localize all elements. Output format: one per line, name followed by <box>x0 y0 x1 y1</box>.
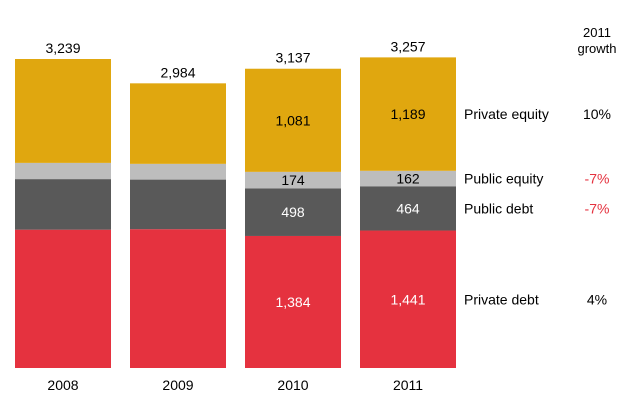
legend-public-debt: Public debt <box>464 200 533 216</box>
bar-segment-public-equity-2010 <box>245 171 341 189</box>
growth-header-line-2: growth <box>577 41 616 56</box>
category-label: 2008 <box>47 377 78 393</box>
segment-label: 1,384 <box>275 294 310 310</box>
segment-label: 498 <box>281 204 305 220</box>
legend-private-equity: Private equity <box>464 106 549 122</box>
total-label: 3,257 <box>390 38 425 54</box>
legend-group: Private debt Public debt Public equity Priv… <box>464 106 549 307</box>
bar-segment-private-debt-2009 <box>130 229 226 368</box>
bar-segment-private-equity-2008 <box>15 59 111 163</box>
segment-label: 1,441 <box>390 291 425 307</box>
growth-column: 2011 growth 4% -7% -7% 10% <box>577 25 616 307</box>
legend-private-debt: Private debt <box>464 291 539 307</box>
growth-value-private-debt: 4% <box>587 291 607 307</box>
total-label: 2,984 <box>160 64 195 80</box>
bar-segment-private-debt-2011 <box>360 230 456 368</box>
category-labels-group: 2008 2009 2010 2011 <box>47 377 423 393</box>
bar-segment-public-equity-2009 <box>130 163 226 180</box>
bar-segment-private-equity-2009 <box>130 83 226 164</box>
bar-segment-private-debt-2010 <box>245 235 341 368</box>
growth-value-private-equity: 10% <box>583 106 611 122</box>
category-label: 2010 <box>277 377 308 393</box>
bar-segment-public-debt-2011 <box>360 186 456 231</box>
bar-segment-public-debt-2008 <box>15 179 111 230</box>
bar-segment-public-equity-2011 <box>360 170 456 187</box>
category-label: 2011 <box>393 377 423 393</box>
segment-label: 162 <box>396 171 420 187</box>
segment-labels-group: 1,384 498 174 1,081 1,441 464 162 1,189 <box>275 106 425 310</box>
segment-label: 1,081 <box>275 112 310 128</box>
growth-header-line-1: 2011 <box>583 25 611 40</box>
bar-segment-private-equity-2010 <box>245 68 341 172</box>
legend-public-equity: Public equity <box>464 171 543 187</box>
growth-value-public-equity: -7% <box>585 171 610 187</box>
category-label: 2009 <box>162 377 193 393</box>
bar-segment-private-equity-2011 <box>360 57 456 171</box>
bars-group <box>15 57 456 368</box>
bar-segment-private-debt-2008 <box>15 229 111 368</box>
bar-segment-public-equity-2008 <box>15 162 111 180</box>
total-label: 3,239 <box>45 40 80 56</box>
segment-label: 1,189 <box>390 106 425 122</box>
growth-value-public-debt: -7% <box>585 200 610 216</box>
total-labels-group: 3,239 2,984 3,137 3,257 <box>45 38 425 80</box>
bar-segment-public-debt-2010 <box>245 188 341 236</box>
segment-label: 174 <box>281 172 305 188</box>
bar-segment-public-debt-2009 <box>130 179 226 230</box>
segment-label: 464 <box>396 200 420 216</box>
total-label: 3,137 <box>275 50 310 66</box>
